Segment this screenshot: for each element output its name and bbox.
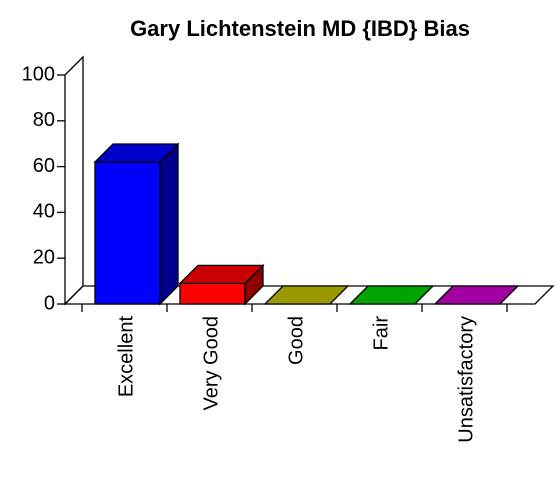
y-tick-label: 80 <box>33 109 55 131</box>
x-tick-label: Excellent <box>115 316 137 398</box>
x-tick-label: Very Good <box>200 316 222 411</box>
y-tick-label: 100 <box>22 63 55 85</box>
bar-top <box>348 285 435 305</box>
y-tick-label: 0 <box>44 292 55 314</box>
bar-top <box>178 264 265 285</box>
left-wall <box>64 55 84 306</box>
chart-title: Gary Lichtenstein MD {IBD} Bias <box>130 16 470 41</box>
bar-top <box>263 285 350 305</box>
y-tick-label: 60 <box>33 155 55 177</box>
y-tick-label: 40 <box>33 201 55 223</box>
bar-top <box>93 143 180 163</box>
bar-front <box>179 282 246 305</box>
x-tick-label: Fair <box>370 316 392 351</box>
x-tick-label: Unsatisfactory <box>455 316 477 443</box>
bar-top <box>433 285 520 305</box>
x-tick-label: Good <box>285 316 307 365</box>
bar-front <box>94 161 161 305</box>
y-tick-label: 20 <box>33 246 55 268</box>
bar-side <box>159 142 179 306</box>
